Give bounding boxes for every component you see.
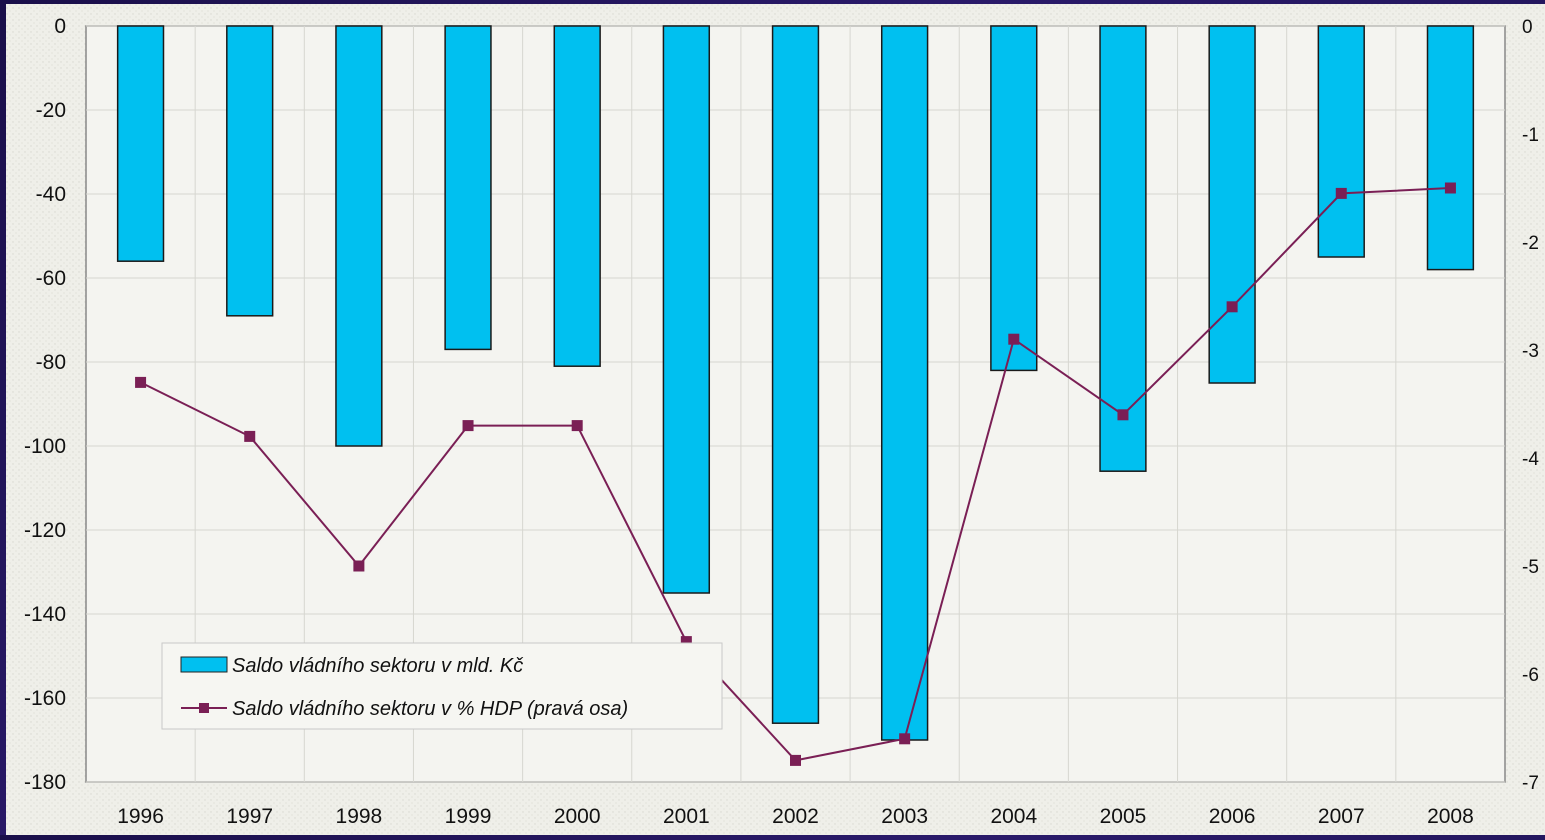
line-marker-1998 bbox=[353, 560, 365, 572]
x-tick-label: 1998 bbox=[336, 805, 383, 828]
left-tick-label: -120 bbox=[24, 519, 66, 542]
line-marker-2003 bbox=[899, 733, 911, 745]
x-tick-label: 2000 bbox=[554, 805, 601, 828]
line-marker-2004 bbox=[1008, 333, 1020, 345]
bar-2007 bbox=[1317, 25, 1365, 258]
left-tick-label: -100 bbox=[24, 435, 66, 458]
bar-2004 bbox=[990, 25, 1038, 372]
line-marker-1999 bbox=[462, 420, 474, 432]
line-marker-1996 bbox=[135, 376, 147, 388]
line-marker-2006 bbox=[1226, 301, 1238, 313]
line-marker-2000 bbox=[571, 420, 583, 432]
legend-line-marker bbox=[199, 703, 209, 713]
line-marker-2005 bbox=[1117, 409, 1129, 421]
line-marker-2007 bbox=[1335, 187, 1347, 199]
bar-1999 bbox=[444, 25, 492, 351]
x-tick-label: 1997 bbox=[226, 805, 273, 828]
left-tick-label: -140 bbox=[24, 603, 66, 626]
bar-1997 bbox=[226, 25, 274, 317]
line-series bbox=[135, 182, 1456, 766]
bar-2008 bbox=[1426, 25, 1475, 271]
right-tick-label: -3 bbox=[1522, 341, 1539, 362]
bar-2005 bbox=[1099, 25, 1147, 472]
line-marker-2002 bbox=[790, 754, 801, 766]
left-tick-label: -20 bbox=[36, 99, 66, 122]
line-marker-1997 bbox=[244, 430, 256, 442]
x-tick-label: 2005 bbox=[1100, 805, 1147, 828]
x-tick-label: 2008 bbox=[1427, 805, 1474, 828]
right-axis: 0 -1 -2 -3 -4 -5 -6 -7 bbox=[1522, 17, 1539, 794]
x-tick-label: 2006 bbox=[1209, 805, 1256, 828]
left-tick-label: 0 bbox=[54, 15, 66, 38]
bar-1996 bbox=[116, 25, 165, 262]
bar-2000 bbox=[553, 25, 601, 367]
line-marker-2001 bbox=[680, 636, 692, 648]
left-tick-label: -80 bbox=[36, 351, 66, 374]
left-tick-label: -180 bbox=[24, 771, 66, 794]
right-tick-label: -2 bbox=[1522, 233, 1539, 254]
x-tick-label: 2007 bbox=[1318, 805, 1365, 828]
bar-2006 bbox=[1208, 25, 1256, 384]
left-axis: 0 -20 -40 -60 -80 -100 -120 -140 -160 -180 bbox=[24, 15, 66, 794]
left-tick-label: -160 bbox=[24, 687, 66, 710]
legend-box bbox=[161, 642, 723, 730]
x-tick-label: 1999 bbox=[445, 805, 492, 828]
right-tick-label: 0 bbox=[1522, 17, 1533, 38]
legend-bar-swatch bbox=[180, 656, 228, 673]
legend-bar-label: Saldo vládního sektoru v mld. Kč bbox=[232, 655, 523, 677]
bar-2001 bbox=[662, 25, 711, 594]
x-axis: 1996 1997 1998 1999 2000 2001 2002 2003 2004 2005… bbox=[117, 805, 1474, 828]
x-tick-label: 2004 bbox=[990, 805, 1037, 828]
left-tick-label: -40 bbox=[36, 183, 66, 206]
x-tick-label: 2003 bbox=[881, 805, 928, 828]
x-tick-label: 2002 bbox=[772, 805, 819, 828]
right-tick-label: -7 bbox=[1522, 773, 1539, 794]
right-tick-label: -4 bbox=[1522, 449, 1539, 470]
right-tick-label: -6 bbox=[1522, 665, 1539, 686]
legend-line-label: Saldo vládního sektoru v % HDP (pravá os… bbox=[232, 698, 628, 720]
right-tick-label: -5 bbox=[1522, 557, 1539, 578]
left-tick-label: -60 bbox=[36, 267, 66, 290]
bar-2003 bbox=[880, 25, 929, 741]
right-tick-label: -1 bbox=[1522, 125, 1539, 146]
legend: Saldo vládního sektoru v mld. Kč Saldo v… bbox=[161, 642, 723, 730]
bar-1998 bbox=[335, 25, 383, 447]
bar-2002 bbox=[771, 25, 820, 724]
x-tick-label: 2001 bbox=[663, 805, 710, 828]
bars bbox=[116, 25, 1475, 741]
line-marker-2008 bbox=[1444, 182, 1456, 194]
x-tick-label: 1996 bbox=[117, 805, 164, 828]
